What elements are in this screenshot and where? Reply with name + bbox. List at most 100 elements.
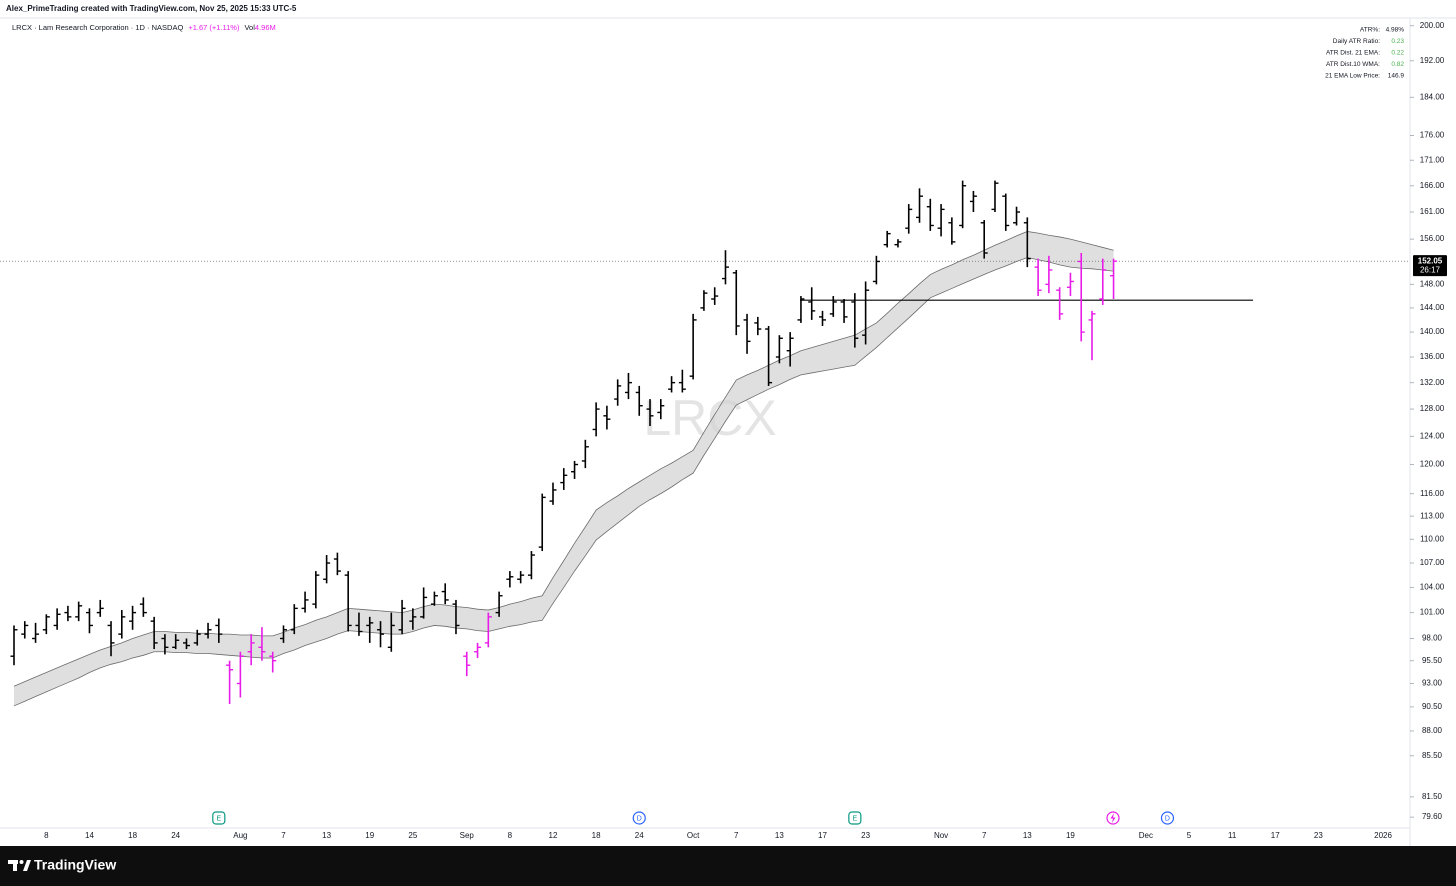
y-tick-label: 88.00 — [1422, 726, 1443, 735]
price-label-box — [1413, 255, 1447, 277]
logo-part — [13, 860, 17, 871]
event-label: E — [853, 815, 858, 822]
stats-value: 4.98% — [1386, 27, 1405, 34]
y-tick-label: 166.00 — [1420, 181, 1445, 190]
logo-part — [19, 860, 24, 864]
logo-part — [23, 860, 31, 871]
legend: LRCX · Lam Research Corporation · 1D · N… — [12, 23, 276, 32]
legend-change: +1.67 (+1.11%) — [188, 23, 240, 32]
legend-vol: 4.96M — [255, 23, 276, 32]
footer-logo — [8, 860, 31, 871]
x-tick-label: Aug — [233, 831, 247, 840]
event-marker — [848, 811, 862, 825]
x-tick-label: 14 — [85, 831, 94, 840]
x-tick-label: 5 — [1187, 831, 1192, 840]
y-tick-label: 81.50 — [1422, 792, 1443, 801]
x-tick-label: Sep — [460, 831, 475, 840]
event-marker — [1160, 811, 1175, 825]
ema-band-line — [13, 257, 1114, 707]
stats-box — [1318, 23, 1408, 83]
y-tick-label: 148.00 — [1420, 279, 1445, 288]
header-credit: Alex_PrimeTrading created with TradingVi… — [6, 4, 297, 13]
event-marker — [632, 811, 646, 825]
x-tick-label: 23 — [861, 831, 870, 840]
y-tick-label: 176.00 — [1420, 131, 1445, 140]
y-tick-label: 85.50 — [1422, 751, 1443, 760]
stats-value: 0.82 — [1391, 61, 1404, 68]
legend-symbol: LRCX · Lam Research Corporation · 1D · N… — [12, 23, 183, 32]
x-tick-label: Nov — [934, 831, 948, 840]
x-tick-label: 8 — [44, 831, 49, 840]
footer-bar — [0, 846, 1456, 886]
x-tick-label: 23 — [1314, 831, 1323, 840]
y-tick-label: 156.00 — [1420, 234, 1445, 243]
x-tick-label: 18 — [128, 831, 137, 840]
x-tick-label: 17 — [818, 831, 827, 840]
stats-label: ATR Dist. 21 EMA: — [1326, 50, 1380, 57]
y-tick-label: 79.60 — [1422, 812, 1443, 821]
stats-label: 21 EMA Low Price: — [1325, 73, 1380, 80]
y-tick-label: 128.00 — [1420, 404, 1445, 413]
y-tick-label: 95.50 — [1422, 656, 1443, 665]
x-tick-label: 25 — [408, 831, 417, 840]
price-countdown: 26:17 — [1420, 265, 1441, 274]
x-tick-label: 13 — [322, 831, 331, 840]
x-tick-label: 7 — [734, 831, 739, 840]
y-tick-label: 110.00 — [1420, 534, 1444, 543]
x-tick-label: Dec — [1139, 831, 1153, 840]
lightning-bolt — [1110, 813, 1116, 823]
y-tick-label: 107.00 — [1420, 558, 1445, 567]
ema-band-fill — [14, 231, 1114, 706]
y-tick-label: 132.00 — [1420, 378, 1445, 387]
y-tick-label: 161.00 — [1420, 207, 1445, 216]
event-marker — [212, 811, 226, 825]
event-label: E — [216, 815, 221, 822]
stats-table: ATR%: 4.98% Daily ATR Ratio: 0.23 ATR Dist. … — [1318, 23, 1408, 83]
x-tick-label: 12 — [549, 831, 558, 840]
y-tick-label: 140.00 — [1420, 327, 1445, 336]
x-tick-label: Oct — [687, 831, 700, 840]
y-tick-label: 144.00 — [1420, 303, 1445, 312]
stats-label: ATR Dist.10 WMA: — [1326, 61, 1380, 68]
stats-label: Daily ATR Ratio: — [1333, 38, 1380, 45]
x-tick-label: 2026 — [1374, 831, 1392, 840]
x-tick-label: 13 — [1023, 831, 1032, 840]
stats-value: 0.23 — [1391, 38, 1404, 45]
stats-value: 0.22 — [1391, 50, 1404, 57]
x-tick-label: 13 — [775, 831, 784, 840]
x-tick-label: 19 — [365, 831, 374, 840]
event-label: D — [1165, 815, 1170, 822]
stats-label: ATR%: — [1360, 27, 1380, 34]
y-tick-label: 101.00 — [1420, 608, 1445, 617]
event-label: D — [637, 815, 642, 822]
stats-value: 146.9 — [1388, 73, 1405, 80]
x-tick-label: 24 — [171, 831, 180, 840]
footer-brand: TradingView — [34, 857, 116, 873]
x-tick-label: 17 — [1271, 831, 1280, 840]
x-tick-label: 24 — [635, 831, 644, 840]
y-tick-label: 90.50 — [1422, 702, 1443, 711]
y-tick-label: 116.00 — [1420, 489, 1444, 498]
price-label: 152.05 — [1418, 256, 1443, 265]
y-tick-label: 113.00 — [1420, 511, 1444, 520]
y-tick-label: 184.00 — [1420, 92, 1445, 101]
y-tick-label: 124.00 — [1420, 431, 1445, 440]
legend-vol-label: Vol — [244, 23, 255, 32]
plot: 200.00 192.00 184.00 176.00 171.00 166.00 161.… — [0, 21, 1447, 840]
y-tick-label: 93.00 — [1422, 679, 1443, 688]
y-tick-label: 120.00 — [1420, 460, 1445, 469]
x-tick-label: 7 — [281, 831, 286, 840]
x-tick-label: 7 — [982, 831, 987, 840]
y-tick-label: 136.00 — [1420, 352, 1445, 361]
event-lightning — [1106, 811, 1120, 825]
x-tick-label: 18 — [592, 831, 601, 840]
y-tick-label: 98.00 — [1422, 634, 1443, 643]
x-tick-label: 19 — [1066, 831, 1075, 840]
x-tick-label: 11 — [1228, 831, 1237, 840]
y-tick-label: 171.00 — [1420, 155, 1445, 164]
y-tick-label: 200.00 — [1420, 21, 1445, 30]
y-tick-label: 104.00 — [1420, 583, 1445, 592]
y-tick-label: 192.00 — [1420, 56, 1445, 65]
